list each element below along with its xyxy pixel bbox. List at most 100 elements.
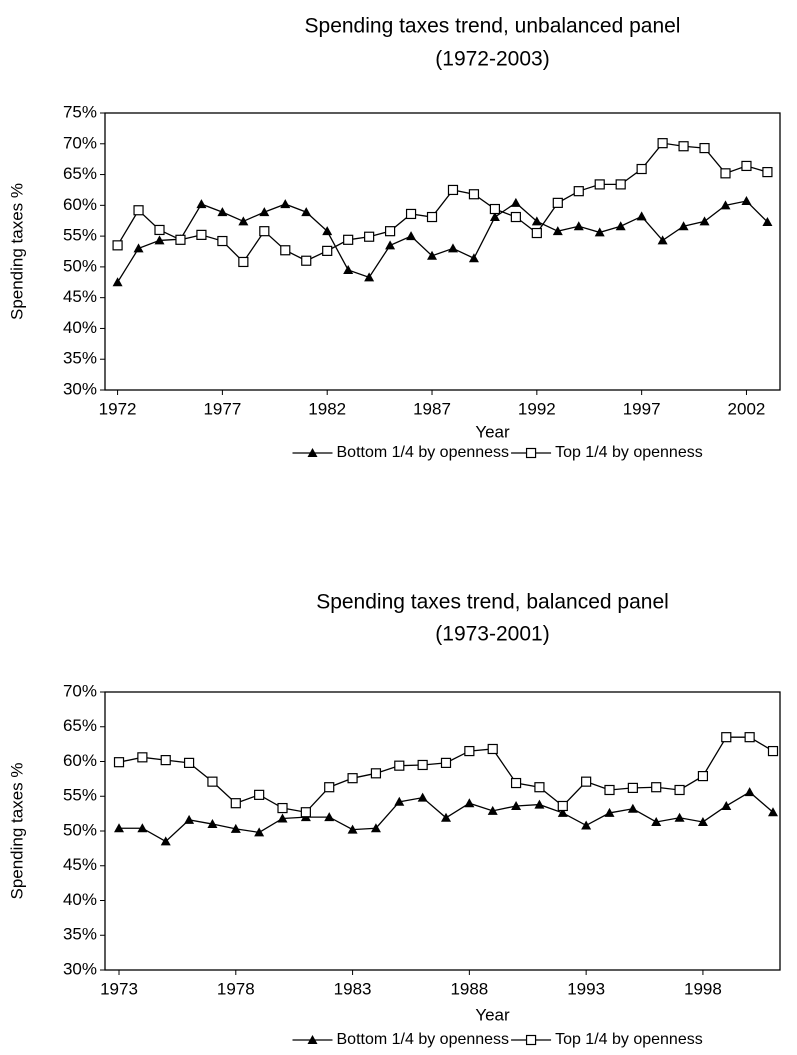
x-tick-label: 1997 bbox=[623, 399, 661, 418]
marker bbox=[347, 824, 358, 834]
marker bbox=[259, 207, 270, 217]
series-line bbox=[117, 142, 768, 263]
series bbox=[114, 787, 778, 846]
marker bbox=[468, 253, 479, 263]
marker bbox=[573, 186, 584, 197]
marker bbox=[744, 732, 755, 743]
y-tick-label: 35% bbox=[63, 925, 97, 944]
x-tick-label: 1992 bbox=[518, 399, 556, 418]
marker bbox=[510, 197, 521, 207]
x-tick-label: 1993 bbox=[567, 979, 605, 998]
chart-title: Spending taxes trend, balanced panel bbox=[316, 591, 669, 614]
marker bbox=[557, 807, 568, 817]
marker bbox=[552, 226, 563, 236]
y-tick-label: 70% bbox=[63, 133, 97, 152]
marker bbox=[160, 836, 171, 846]
marker bbox=[394, 760, 405, 771]
x-axis-label: Year bbox=[475, 1005, 510, 1024]
marker bbox=[137, 823, 148, 833]
marker bbox=[511, 800, 522, 810]
marker bbox=[441, 812, 452, 822]
marker bbox=[301, 255, 312, 266]
marker bbox=[154, 235, 165, 245]
marker bbox=[767, 807, 778, 817]
y-tick-label: 30% bbox=[63, 379, 97, 398]
y-tick-label: 30% bbox=[63, 959, 97, 978]
marker bbox=[573, 221, 584, 231]
marker bbox=[207, 819, 218, 829]
marker bbox=[277, 802, 288, 814]
marker bbox=[447, 243, 458, 253]
x-tick-label: 1977 bbox=[203, 399, 241, 418]
marker bbox=[464, 745, 475, 757]
marker bbox=[300, 807, 311, 818]
marker bbox=[678, 141, 689, 152]
marker bbox=[657, 138, 668, 149]
marker bbox=[720, 168, 731, 179]
marker bbox=[427, 250, 438, 260]
legend-label: Top 1/4 by openness bbox=[555, 1031, 703, 1048]
marker bbox=[604, 784, 615, 796]
marker bbox=[385, 240, 396, 250]
marker bbox=[384, 226, 396, 237]
marker bbox=[604, 807, 615, 817]
marker bbox=[531, 227, 542, 239]
marker bbox=[651, 816, 662, 826]
marker bbox=[741, 160, 752, 172]
marker bbox=[741, 196, 752, 206]
y-axis-label: Spending taxes % bbox=[7, 183, 26, 320]
marker bbox=[627, 803, 638, 813]
x-tick-label: 1978 bbox=[217, 979, 255, 998]
marker bbox=[426, 211, 438, 223]
marker bbox=[154, 224, 165, 236]
marker bbox=[364, 272, 375, 282]
marker bbox=[324, 782, 335, 793]
series-line bbox=[117, 200, 768, 283]
y-tick-label: 60% bbox=[63, 751, 97, 770]
marker bbox=[196, 199, 207, 209]
marker bbox=[137, 752, 148, 763]
marker bbox=[307, 448, 318, 457]
marker bbox=[674, 784, 685, 796]
marker bbox=[615, 221, 626, 231]
y-tick-label: 35% bbox=[63, 349, 97, 368]
marker bbox=[394, 796, 405, 806]
marker bbox=[447, 184, 459, 196]
marker bbox=[259, 226, 270, 237]
marker bbox=[651, 782, 662, 793]
marker bbox=[364, 231, 375, 242]
series bbox=[112, 138, 773, 268]
marker bbox=[370, 768, 382, 779]
marker bbox=[112, 240, 123, 251]
y-tick-label: 55% bbox=[63, 226, 97, 245]
marker bbox=[699, 216, 710, 226]
marker bbox=[238, 256, 249, 268]
chart-subtitle: (1972-2003) bbox=[435, 48, 549, 71]
marker bbox=[678, 221, 689, 231]
marker bbox=[744, 787, 755, 797]
marker bbox=[657, 235, 668, 245]
marker bbox=[525, 447, 537, 459]
marker bbox=[581, 820, 592, 830]
marker bbox=[280, 245, 291, 256]
marker bbox=[510, 777, 522, 789]
marker bbox=[217, 207, 228, 217]
series-line bbox=[118, 736, 774, 813]
marker bbox=[160, 755, 171, 766]
plot-area bbox=[104, 691, 781, 971]
y-tick-label: 40% bbox=[63, 890, 97, 909]
marker bbox=[440, 757, 452, 768]
marker bbox=[183, 757, 195, 768]
y-tick-label: 50% bbox=[63, 820, 97, 839]
marker bbox=[720, 200, 731, 210]
x-tick-label: 1998 bbox=[684, 979, 722, 998]
y-tick-label: 75% bbox=[63, 102, 97, 121]
marker bbox=[552, 197, 563, 208]
marker bbox=[406, 231, 417, 241]
marker bbox=[370, 823, 381, 833]
marker bbox=[254, 827, 265, 837]
x-tick-label: 1972 bbox=[99, 399, 137, 418]
marker bbox=[417, 792, 428, 802]
marker bbox=[230, 823, 241, 833]
marker bbox=[114, 823, 125, 833]
